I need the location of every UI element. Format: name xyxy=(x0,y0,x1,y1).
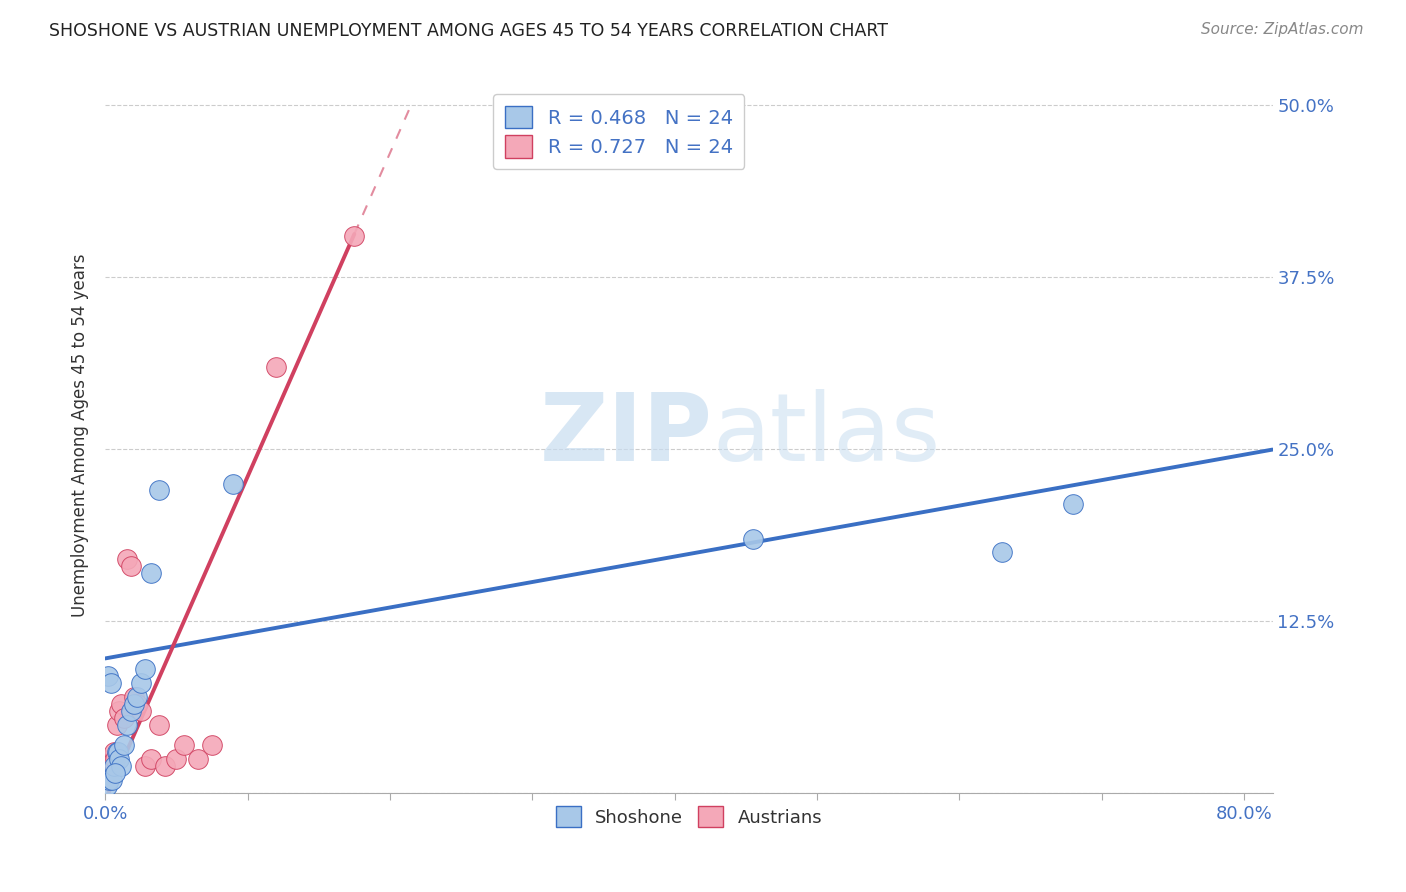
Point xyxy=(129,704,152,718)
Point xyxy=(129,676,152,690)
Point xyxy=(107,745,129,759)
Point xyxy=(115,552,138,566)
Point xyxy=(105,717,128,731)
Point xyxy=(104,765,127,780)
Point xyxy=(110,697,132,711)
Point xyxy=(264,359,287,374)
Point xyxy=(1062,497,1084,511)
Point xyxy=(139,566,162,580)
Point xyxy=(96,772,118,787)
Point xyxy=(148,717,170,731)
Point xyxy=(173,738,195,752)
Point xyxy=(120,559,142,574)
Point xyxy=(122,690,145,704)
Point xyxy=(187,752,209,766)
Text: atlas: atlas xyxy=(713,390,941,482)
Point xyxy=(139,752,162,766)
Point xyxy=(343,228,366,243)
Point xyxy=(108,704,131,718)
Point xyxy=(98,772,121,787)
Point xyxy=(165,752,187,766)
Point xyxy=(104,752,127,766)
Point xyxy=(148,483,170,498)
Point xyxy=(103,745,125,759)
Point xyxy=(98,759,121,773)
Point xyxy=(125,697,148,711)
Point xyxy=(105,745,128,759)
Point xyxy=(112,738,135,752)
Text: Source: ZipAtlas.com: Source: ZipAtlas.com xyxy=(1201,22,1364,37)
Point xyxy=(110,759,132,773)
Point xyxy=(103,759,125,773)
Text: ZIP: ZIP xyxy=(540,390,713,482)
Y-axis label: Unemployment Among Ages 45 to 54 years: Unemployment Among Ages 45 to 54 years xyxy=(72,253,89,617)
Point xyxy=(100,676,122,690)
Point xyxy=(101,772,124,787)
Text: SHOSHONE VS AUSTRIAN UNEMPLOYMENT AMONG AGES 45 TO 54 YEARS CORRELATION CHART: SHOSHONE VS AUSTRIAN UNEMPLOYMENT AMONG … xyxy=(49,22,889,40)
Point xyxy=(134,759,156,773)
Legend: Shoshone, Austrians: Shoshone, Austrians xyxy=(548,799,830,834)
Point xyxy=(112,711,135,725)
Point xyxy=(115,717,138,731)
Point xyxy=(122,697,145,711)
Point xyxy=(201,738,224,752)
Point xyxy=(120,704,142,718)
Point xyxy=(125,690,148,704)
Point xyxy=(100,752,122,766)
Point xyxy=(222,476,245,491)
Point xyxy=(108,752,131,766)
Point xyxy=(153,759,176,773)
Point xyxy=(991,545,1014,559)
Point xyxy=(96,780,118,794)
Point xyxy=(742,532,765,546)
Point xyxy=(134,662,156,676)
Point xyxy=(97,669,120,683)
